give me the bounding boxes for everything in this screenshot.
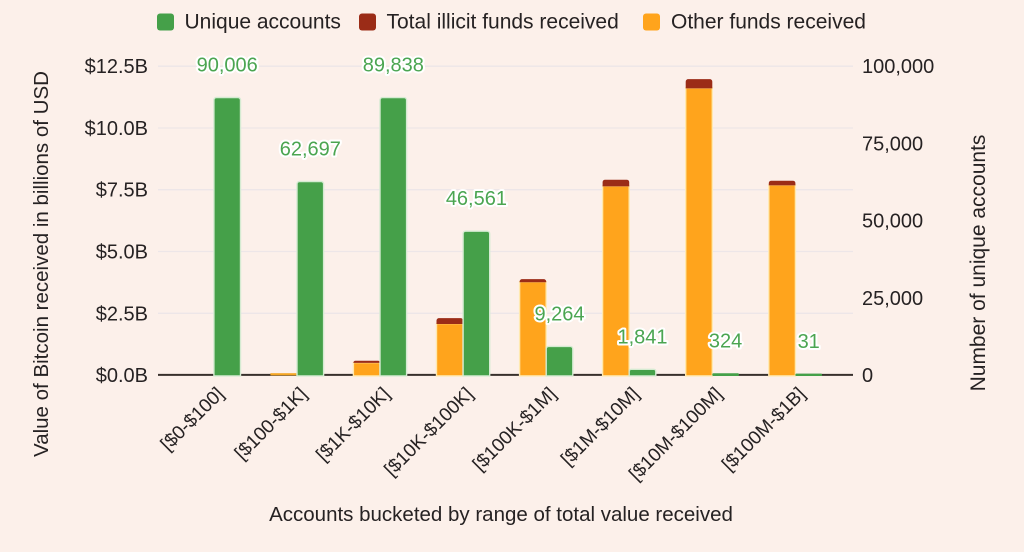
svg-text:90,006: 90,006 [197, 55, 258, 77]
svg-text:[$1K-$10K]: [$1K-$10K] [312, 384, 394, 466]
svg-text:$7.5B: $7.5B [96, 180, 148, 202]
svg-text:$0.0B: $0.0B [96, 365, 148, 387]
svg-text:[$0-$100]: [$0-$100] [157, 384, 229, 456]
svg-text:Other funds received: Other funds received [671, 11, 866, 34]
svg-text:25,000: 25,000 [862, 288, 923, 310]
svg-text:50,000: 50,000 [862, 211, 923, 233]
svg-text:$5.0B: $5.0B [96, 242, 148, 264]
svg-text:46,561: 46,561 [446, 188, 507, 210]
svg-text:89,838: 89,838 [363, 55, 424, 77]
svg-text:9,264: 9,264 [534, 303, 584, 325]
svg-text:[$100M-$1B]: [$100M-$1B] [718, 384, 810, 476]
svg-text:[$100K-$1M]: [$100K-$1M] [469, 384, 561, 476]
svg-text:Value of Bitcoin received in b: Value of Bitcoin received in billions of… [30, 71, 53, 457]
svg-text:$10.0B: $10.0B [85, 118, 148, 140]
svg-text:62,697: 62,697 [280, 139, 341, 161]
svg-text:[$10K-$100K]: [$10K-$100K] [381, 384, 478, 481]
svg-text:Total illicit funds received: Total illicit funds received [387, 11, 619, 34]
svg-text:Number of unique accounts: Number of unique accounts [967, 135, 990, 392]
svg-text:[$100-$1K]: [$100-$1K] [231, 384, 312, 465]
svg-text:324: 324 [709, 331, 742, 353]
svg-text:$12.5B: $12.5B [85, 56, 148, 78]
svg-text:0: 0 [862, 365, 873, 387]
svg-text:1,841: 1,841 [617, 326, 667, 348]
svg-text:Unique accounts: Unique accounts [185, 11, 341, 34]
svg-text:$2.5B: $2.5B [96, 303, 148, 325]
svg-text:75,000: 75,000 [862, 133, 923, 155]
svg-text:100,000: 100,000 [862, 56, 934, 78]
svg-text:[$1M-$10M]: [$1M-$10M] [557, 384, 644, 471]
svg-text:31: 31 [798, 331, 820, 353]
svg-text:Accounts bucketed by range of: Accounts bucketed by range of total valu… [269, 503, 733, 526]
